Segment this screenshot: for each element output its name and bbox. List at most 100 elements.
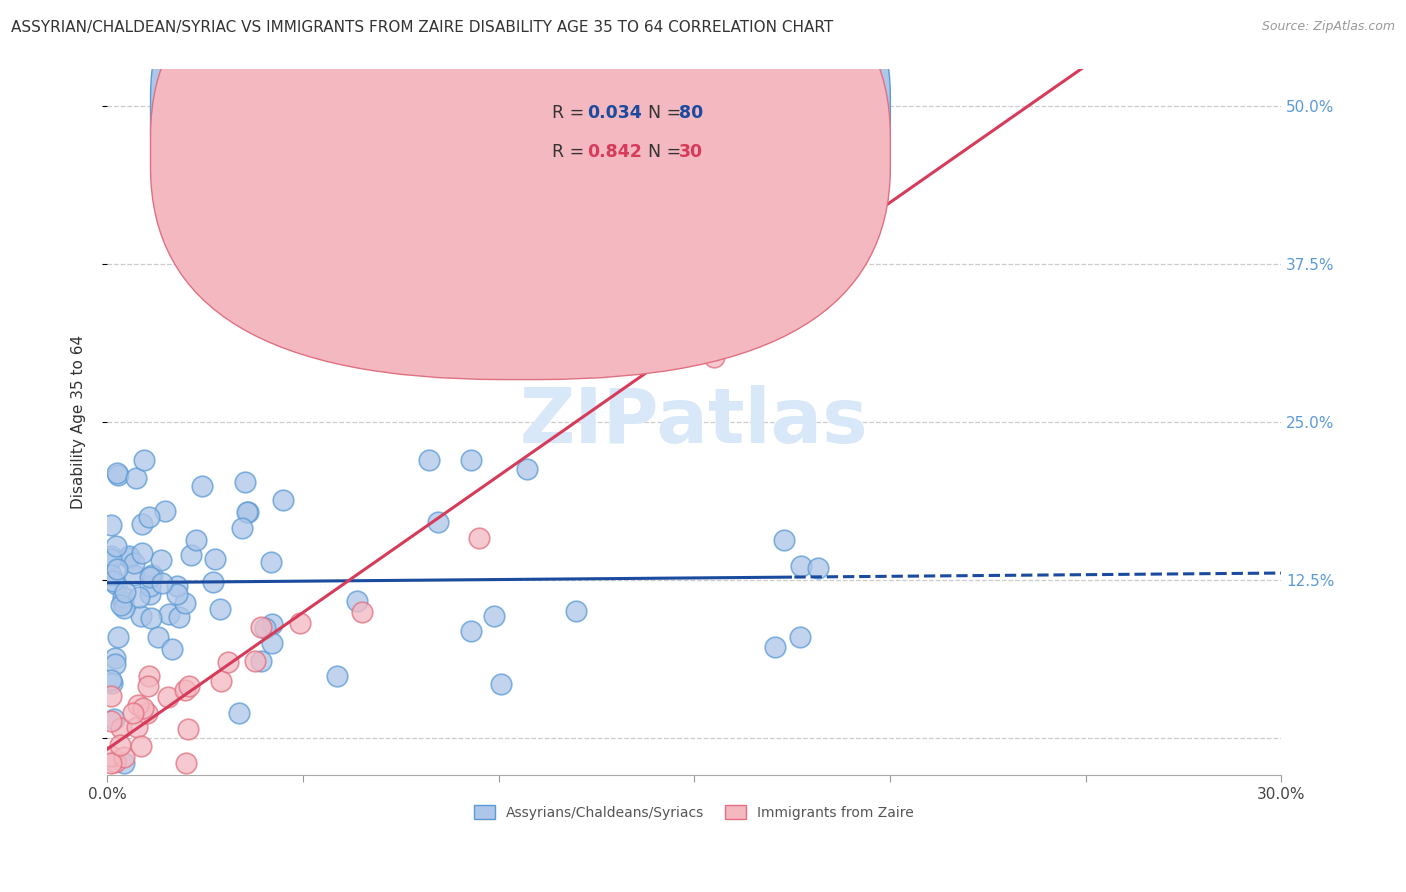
Point [131,546,153,560]
Point [129,739,152,753]
Point [103,712,125,726]
Text: 80: 80 [679,104,703,122]
Point [789,630,811,644]
Point [156,690,179,705]
Text: ZIPatlas: ZIPatlas [520,385,869,459]
Point [260,635,283,649]
Point [150,553,173,567]
Point [146,630,169,644]
Point [231,520,253,534]
Text: N =: N = [648,143,688,161]
Point [103,574,125,588]
Point [254,621,277,635]
FancyBboxPatch shape [150,0,890,341]
Point [112,750,135,764]
Point [807,561,830,575]
Point [174,682,197,697]
Point [122,706,145,720]
Text: 0.034: 0.034 [588,104,643,122]
Point [138,669,160,683]
Point [482,609,505,624]
Point [208,602,231,616]
Point [105,562,128,576]
Point [174,756,197,770]
Text: Source: ZipAtlas.com: Source: ZipAtlas.com [1261,20,1395,33]
Point [128,591,150,605]
Point [260,555,283,569]
Text: N =: N = [648,104,688,122]
Point [104,755,127,769]
Point [124,471,146,485]
Point [100,714,122,728]
Text: R =: R = [553,143,591,161]
Point [176,722,198,736]
Point [100,567,122,582]
Point [104,539,127,553]
Point [127,698,149,712]
Point [153,504,176,518]
Point [138,510,160,524]
Point [157,607,180,621]
Point [516,461,538,475]
Point [100,551,122,566]
Point [352,605,374,619]
Text: 0.842: 0.842 [588,143,643,161]
Point [166,587,188,601]
Point [418,453,440,467]
Text: 30: 30 [679,143,703,161]
FancyBboxPatch shape [477,79,782,189]
Point [104,651,127,665]
Point [112,595,135,609]
FancyBboxPatch shape [150,0,890,380]
Point [131,701,153,715]
Point [250,620,273,634]
Point [780,187,803,202]
Point [790,558,813,573]
Point [101,676,124,690]
Point [114,585,136,599]
Point [179,679,201,693]
Point [112,601,135,615]
Point [238,505,260,519]
Point [169,609,191,624]
Y-axis label: Disability Age 35 to 64: Disability Age 35 to 64 [72,334,86,509]
Point [100,518,122,533]
Point [131,516,153,531]
Point [124,556,146,570]
Point [138,679,160,693]
Point [763,640,786,654]
Point [105,466,128,480]
Point [201,574,224,589]
Point [139,610,162,624]
Point [565,603,588,617]
Point [141,567,163,582]
Point [427,516,450,530]
Text: ASSYRIAN/CHALDEAN/SYRIAC VS IMMIGRANTS FROM ZAIRE DISABILITY AGE 35 TO 64 CORREL: ASSYRIAN/CHALDEAN/SYRIAC VS IMMIGRANTS F… [11,20,834,35]
Legend: Assyrians/Chaldeans/Syriacs, Immigrants from Zaire: Assyrians/Chaldeans/Syriacs, Immigrants … [468,799,920,825]
Point [107,631,129,645]
Point [139,570,162,584]
Point [105,577,128,591]
Point [260,617,283,632]
Point [100,756,122,770]
Point [217,655,239,669]
Point [346,593,368,607]
Point [150,576,173,591]
Point [271,492,294,507]
Point [100,748,122,763]
Point [118,551,141,566]
Point [110,598,132,612]
Text: R =: R = [553,104,591,122]
Point [112,590,135,604]
Point [162,642,184,657]
Point [135,706,157,721]
Point [107,467,129,482]
Point [180,549,202,563]
Point [139,587,162,601]
Point [460,453,482,467]
Point [139,579,162,593]
Point [125,720,148,734]
Point [100,673,122,687]
Point [134,453,156,467]
Point [204,552,226,566]
